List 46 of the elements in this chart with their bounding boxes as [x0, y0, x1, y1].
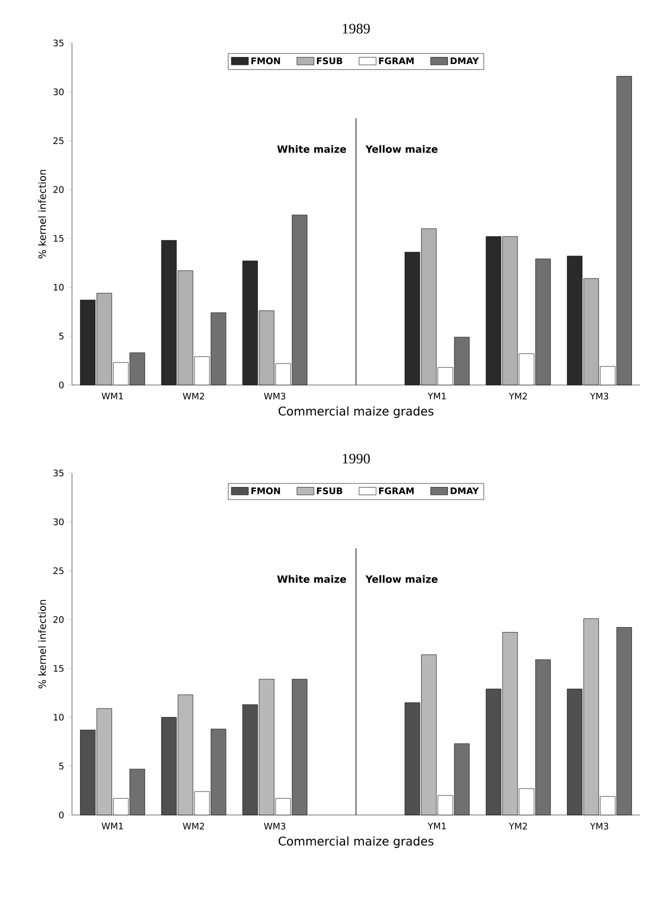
legend-label: DMAY: [450, 488, 479, 494]
x-tick-label: WM2: [182, 822, 204, 830]
annotation: Yellow maize: [365, 145, 438, 153]
y-tick-label: 15: [54, 235, 64, 242]
chart-title: 1989: [342, 24, 370, 34]
legend-label: FGRAM: [379, 487, 414, 494]
x-tick-label: WM1: [102, 392, 123, 400]
x-axis-title: Commercial maize grades: [278, 836, 434, 848]
y-tick-label: 20: [53, 616, 64, 623]
x-tick-label: WM2: [182, 392, 204, 400]
x-tick-label: YM1: [428, 822, 446, 830]
y-tick-label: 20: [53, 186, 64, 193]
legend-label: FMON: [251, 487, 280, 494]
chart-title: 1990: [342, 454, 370, 464]
y-tick-label: 35: [54, 470, 64, 476]
y-tick-label: 5: [59, 332, 64, 340]
y-tick-label: 25: [53, 567, 64, 574]
y-axis-title: % kernel infection: [38, 170, 46, 258]
x-tick-label: YM3: [590, 392, 608, 400]
x-tick-label: YM1: [428, 392, 446, 400]
legend-label: DMAY: [450, 57, 479, 64]
legend-label: FGRAM: [379, 57, 414, 64]
x-tick-label: YM3: [590, 822, 608, 830]
legend-label: FMON: [251, 57, 280, 64]
x-tick-label: WM1: [102, 822, 123, 830]
y-tick-label: 10: [54, 284, 64, 291]
annotation: White maize: [277, 145, 346, 153]
x-axis-title: Commercial maize grades: [278, 406, 434, 418]
x-tick-label: YM2: [508, 822, 527, 830]
y-tick-label: 10: [54, 714, 64, 721]
y-tick-label: 0: [59, 812, 64, 818]
y-tick-label: 30: [54, 518, 64, 526]
y-axis-title: % kernel infection: [38, 600, 46, 688]
annotation: White maize: [277, 575, 346, 583]
y-tick-label: 15: [54, 665, 64, 672]
y-tick-label: 35: [54, 40, 64, 46]
x-tick-label: YM2: [508, 392, 527, 400]
annotation: Yellow maize: [365, 575, 438, 583]
y-tick-label: 30: [54, 88, 64, 96]
y-tick-label: 0: [59, 382, 64, 388]
legend-label: FSUB: [316, 487, 342, 494]
x-tick-label: WM3: [264, 392, 286, 400]
legend-label: FSUB: [316, 57, 342, 64]
y-tick-label: 25: [53, 137, 64, 144]
x-tick-label: WM3: [264, 822, 286, 830]
y-tick-label: 5: [59, 762, 64, 770]
